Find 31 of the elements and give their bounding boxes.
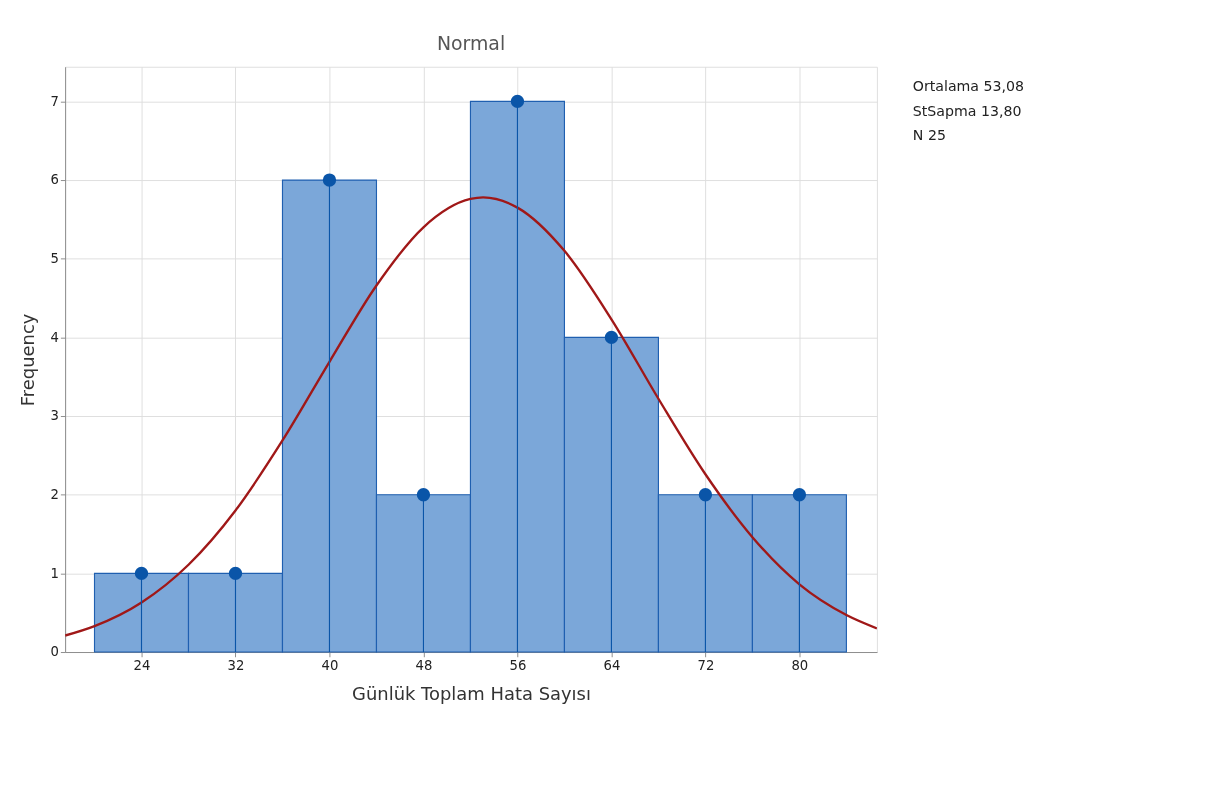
point (134, 566, 149, 581)
y-tick-label: 0 (50, 644, 59, 660)
x-tick-label: 24 (133, 657, 151, 673)
line-series (65, 196, 877, 637)
y-tick-label: 3 (50, 408, 59, 424)
y-tick-label: 5 (50, 250, 59, 266)
x-tick-label: 56 (509, 657, 527, 673)
point (510, 94, 525, 109)
point (416, 488, 431, 502)
x-tick-label: 72 (697, 657, 715, 673)
text: Ortalama 53,08 (912, 78, 1024, 95)
x-tick-label: 40 (321, 657, 339, 673)
x-axis-title: Günlük Toplam Hata Sayısı (352, 682, 591, 704)
text: N 25 (912, 127, 946, 144)
y-tick-label: 6 (50, 172, 59, 188)
point (228, 566, 243, 581)
y-tick-label: 7 (50, 93, 59, 109)
point (792, 488, 807, 502)
y-axis-title: Frequency (16, 313, 38, 407)
x-tick-label: 64 (603, 657, 621, 673)
point (698, 488, 713, 502)
y-tick-label: 4 (50, 329, 59, 345)
x-tick-label: 32 (227, 657, 245, 673)
x-tick-label: 48 (415, 657, 433, 673)
y-tick-label: 2 (50, 486, 59, 502)
text: StSapma 13,80 (912, 102, 1022, 119)
y-tick-label: 1 (50, 565, 59, 581)
point (322, 173, 337, 187)
point (604, 330, 619, 345)
x-tick-label: 80 (791, 657, 809, 673)
chart-title: Normal (436, 31, 506, 54)
